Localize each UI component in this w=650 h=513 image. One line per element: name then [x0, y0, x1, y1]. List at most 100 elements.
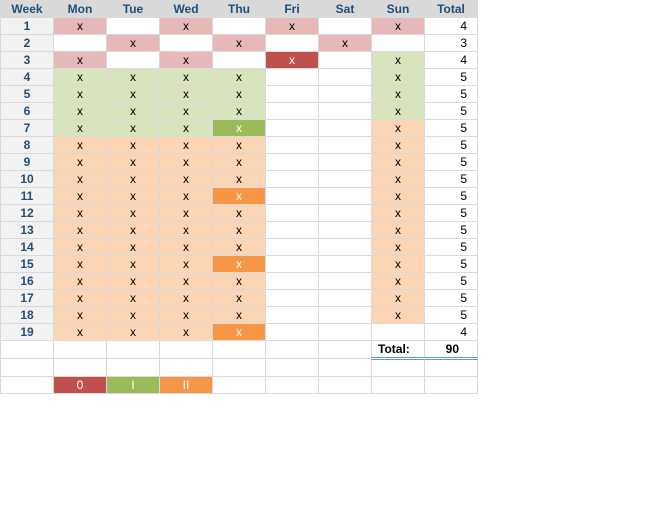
week-number-cell[interactable]: 8 [0, 136, 54, 154]
day-cell[interactable]: x [371, 170, 425, 188]
day-cell[interactable]: x [159, 255, 213, 273]
week-number-cell[interactable]: 2 [0, 34, 54, 52]
empty-cell[interactable] [159, 340, 213, 359]
day-cell[interactable]: x [371, 51, 425, 69]
empty-cell[interactable] [265, 340, 319, 359]
day-cell[interactable]: x [212, 102, 266, 120]
week-number-cell[interactable]: 10 [0, 170, 54, 188]
empty-cell[interactable] [265, 376, 319, 394]
day-cell[interactable]: x [106, 272, 160, 290]
day-cell[interactable]: x [106, 221, 160, 239]
week-number-cell[interactable]: 5 [0, 85, 54, 103]
day-cell[interactable]: x [159, 102, 213, 120]
header-week[interactable]: Week [0, 0, 54, 18]
day-cell[interactable] [318, 221, 372, 239]
week-number-cell[interactable]: 19 [0, 323, 54, 341]
row-total-cell[interactable]: 5 [424, 68, 478, 86]
day-cell[interactable]: x [371, 153, 425, 171]
row-total-cell[interactable]: 3 [424, 34, 478, 52]
day-cell[interactable]: x [53, 85, 107, 103]
empty-cell[interactable] [265, 358, 319, 377]
day-cell[interactable]: x [159, 17, 213, 35]
legend-2[interactable]: II [159, 376, 213, 394]
day-cell[interactable]: x [53, 323, 107, 341]
week-number-cell[interactable]: 16 [0, 272, 54, 290]
week-number-cell[interactable]: 6 [0, 102, 54, 120]
row-total-cell[interactable]: 5 [424, 85, 478, 103]
day-cell[interactable] [106, 51, 160, 69]
day-cell[interactable] [318, 102, 372, 120]
day-cell[interactable] [265, 187, 319, 205]
day-cell[interactable]: x [318, 34, 372, 52]
row-total-cell[interactable]: 5 [424, 221, 478, 239]
day-cell[interactable] [318, 255, 372, 273]
day-cell[interactable]: x [106, 102, 160, 120]
day-cell[interactable] [53, 34, 107, 52]
empty-cell[interactable] [318, 376, 372, 394]
header-tue[interactable]: Tue [106, 0, 160, 18]
header-total[interactable]: Total [424, 0, 478, 18]
day-cell[interactable] [318, 119, 372, 137]
row-total-cell[interactable]: 5 [424, 255, 478, 273]
day-cell[interactable]: x [212, 136, 266, 154]
empty-cell[interactable] [106, 340, 160, 359]
day-cell[interactable]: x [159, 272, 213, 290]
day-cell[interactable]: x [159, 187, 213, 205]
day-cell[interactable]: x [371, 204, 425, 222]
day-cell[interactable] [265, 68, 319, 86]
empty-cell[interactable] [0, 376, 54, 394]
day-cell[interactable]: x [53, 17, 107, 35]
day-cell[interactable]: x [371, 238, 425, 256]
day-cell[interactable] [159, 34, 213, 52]
row-total-cell[interactable]: 5 [424, 119, 478, 137]
week-number-cell[interactable]: 9 [0, 153, 54, 171]
row-total-cell[interactable]: 5 [424, 136, 478, 154]
day-cell[interactable]: x [159, 306, 213, 324]
legend-0[interactable]: 0 [53, 376, 107, 394]
day-cell[interactable]: x [106, 187, 160, 205]
week-number-cell[interactable]: 15 [0, 255, 54, 273]
day-cell[interactable] [265, 272, 319, 290]
day-cell[interactable]: x [159, 170, 213, 188]
day-cell[interactable]: x [159, 68, 213, 86]
day-cell[interactable]: x [159, 323, 213, 341]
week-number-cell[interactable]: 1 [0, 17, 54, 35]
day-cell[interactable] [318, 85, 372, 103]
header-sun[interactable]: Sun [371, 0, 425, 18]
day-cell[interactable]: x [212, 323, 266, 341]
empty-cell[interactable] [212, 340, 266, 359]
day-cell[interactable] [265, 34, 319, 52]
day-cell[interactable]: x [53, 119, 107, 137]
day-cell[interactable] [318, 306, 372, 324]
day-cell[interactable]: x [53, 272, 107, 290]
day-cell[interactable]: x [159, 221, 213, 239]
empty-cell[interactable] [424, 376, 478, 394]
row-total-cell[interactable]: 5 [424, 187, 478, 205]
day-cell[interactable]: x [212, 119, 266, 137]
row-total-cell[interactable]: 5 [424, 153, 478, 171]
day-cell[interactable]: x [265, 51, 319, 69]
week-number-cell[interactable]: 14 [0, 238, 54, 256]
day-cell[interactable] [318, 238, 372, 256]
header-thu[interactable]: Thu [212, 0, 266, 18]
day-cell[interactable] [265, 238, 319, 256]
row-total-cell[interactable]: 5 [424, 272, 478, 290]
day-cell[interactable]: x [53, 238, 107, 256]
day-cell[interactable]: x [53, 289, 107, 307]
day-cell[interactable] [212, 17, 266, 35]
day-cell[interactable] [106, 17, 160, 35]
empty-cell[interactable] [318, 358, 372, 377]
day-cell[interactable] [265, 102, 319, 120]
day-cell[interactable]: x [159, 153, 213, 171]
day-cell[interactable]: x [212, 68, 266, 86]
day-cell[interactable]: x [371, 17, 425, 35]
row-total-cell[interactable]: 5 [424, 170, 478, 188]
day-cell[interactable]: x [106, 289, 160, 307]
grand-total-label[interactable]: Total: [371, 340, 425, 360]
day-cell[interactable] [265, 153, 319, 171]
empty-cell[interactable] [371, 358, 425, 377]
day-cell[interactable]: x [371, 272, 425, 290]
week-number-cell[interactable]: 17 [0, 289, 54, 307]
empty-cell[interactable] [159, 358, 213, 377]
day-cell[interactable]: x [371, 221, 425, 239]
